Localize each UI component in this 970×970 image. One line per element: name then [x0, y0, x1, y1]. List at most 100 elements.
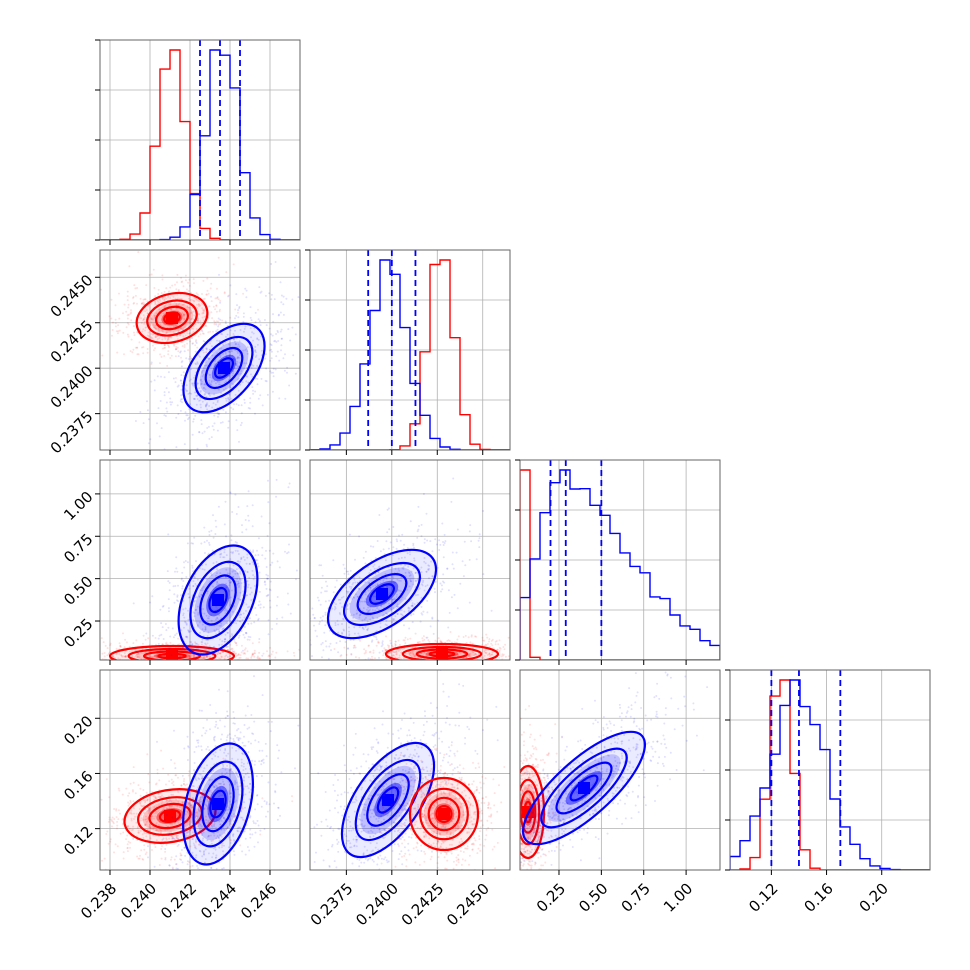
scatter-point	[385, 649, 387, 652]
scatter-point	[189, 328, 191, 331]
scatter-point	[251, 375, 254, 378]
scatter-point	[224, 638, 227, 641]
scatter-point	[484, 643, 487, 646]
scatter-point	[204, 304, 207, 307]
scatter-point	[244, 349, 247, 352]
scatter-point	[164, 663, 166, 665]
scatter-point	[380, 605, 383, 607]
scatter-point	[183, 346, 186, 348]
scatter-point	[131, 789, 134, 792]
scatter-point	[433, 587, 436, 590]
scatter-point	[174, 585, 177, 587]
scatter-point	[171, 661, 173, 663]
scatter-point	[421, 581, 424, 584]
scatter-point	[174, 325, 177, 328]
scatter-point	[376, 584, 379, 587]
scatter-point	[240, 651, 243, 654]
scatter-point	[59, 654, 61, 656]
scatter-point	[328, 599, 331, 602]
scatter-point	[227, 820, 230, 823]
scatter-point	[188, 332, 191, 335]
scatter-point	[94, 655, 96, 657]
scatter-point	[129, 312, 132, 315]
scatter-point	[119, 812, 121, 815]
scatter-point	[348, 602, 351, 605]
scatter-point	[228, 590, 231, 593]
scatter-point	[375, 644, 378, 647]
scatter-point	[239, 598, 242, 601]
scatter-point	[240, 404, 243, 407]
scatter-point	[140, 302, 143, 305]
scatter-point	[240, 582, 243, 585]
scatter-point	[117, 657, 120, 660]
scatter-point	[218, 340, 221, 342]
scatter-point	[408, 627, 411, 630]
scatter-point	[148, 807, 150, 810]
scatter-point	[154, 783, 157, 786]
scatter-point	[201, 293, 203, 295]
scatter-point	[254, 345, 257, 348]
scatter-point	[244, 287, 247, 290]
scatter-point	[178, 643, 181, 646]
scatter-point	[367, 577, 370, 580]
scatter-point	[226, 649, 229, 651]
scatter-point	[192, 382, 195, 385]
scatter-point	[149, 324, 152, 327]
scatter-point	[399, 579, 402, 582]
scatter-point	[377, 608, 380, 611]
scatter-point	[367, 601, 369, 604]
scatter-point	[359, 614, 362, 617]
scatter-point	[442, 541, 444, 543]
scatter-point	[474, 668, 476, 670]
scatter-point	[242, 556, 245, 558]
scatter-point	[230, 406, 233, 409]
scatter-point	[226, 622, 229, 625]
scatter-point	[130, 311, 133, 314]
scatter-point	[192, 580, 195, 583]
scatter-point	[139, 830, 142, 832]
scatter-point	[270, 263, 273, 265]
scatter-point	[489, 655, 491, 658]
scatter-point	[163, 655, 166, 658]
scatter-point	[200, 302, 203, 305]
scatter-point	[212, 562, 215, 565]
scatter-point	[170, 663, 172, 665]
scatter-point	[377, 641, 380, 644]
scatter-point	[225, 586, 228, 589]
scatter-point	[84, 651, 86, 653]
scatter-point	[456, 654, 459, 657]
scatter-point	[168, 589, 171, 592]
scatter-point	[384, 602, 387, 604]
scatter-point	[193, 662, 195, 664]
scatter-point	[155, 666, 157, 668]
scatter-point	[201, 400, 204, 403]
scatter-point	[215, 574, 217, 577]
scatter-point	[387, 652, 390, 655]
scatter-point	[168, 780, 171, 783]
scatter-point	[165, 641, 168, 644]
scatter-point	[502, 663, 504, 665]
scatter-point	[190, 311, 193, 314]
scatter-point	[245, 609, 247, 612]
scatter-point	[214, 403, 217, 406]
scatter-point	[401, 533, 404, 536]
scatter-point	[150, 318, 153, 320]
scatter-point	[403, 624, 405, 627]
scatter-point	[384, 648, 387, 651]
scatter-point	[176, 385, 179, 388]
scatter-point	[469, 652, 472, 655]
scatter-point	[118, 329, 121, 332]
scatter-point	[413, 557, 416, 560]
scatter-point	[409, 650, 412, 653]
scatter-point	[165, 663, 167, 665]
scatter-point	[249, 327, 252, 330]
scatter-point	[361, 619, 364, 622]
scatter-point	[316, 635, 318, 638]
scatter-point	[148, 781, 151, 784]
scatter-point	[221, 628, 224, 631]
scatter-point	[232, 564, 235, 567]
scatter-point	[51, 667, 53, 669]
scatter-point	[144, 326, 147, 329]
scatter-point	[201, 684, 203, 686]
